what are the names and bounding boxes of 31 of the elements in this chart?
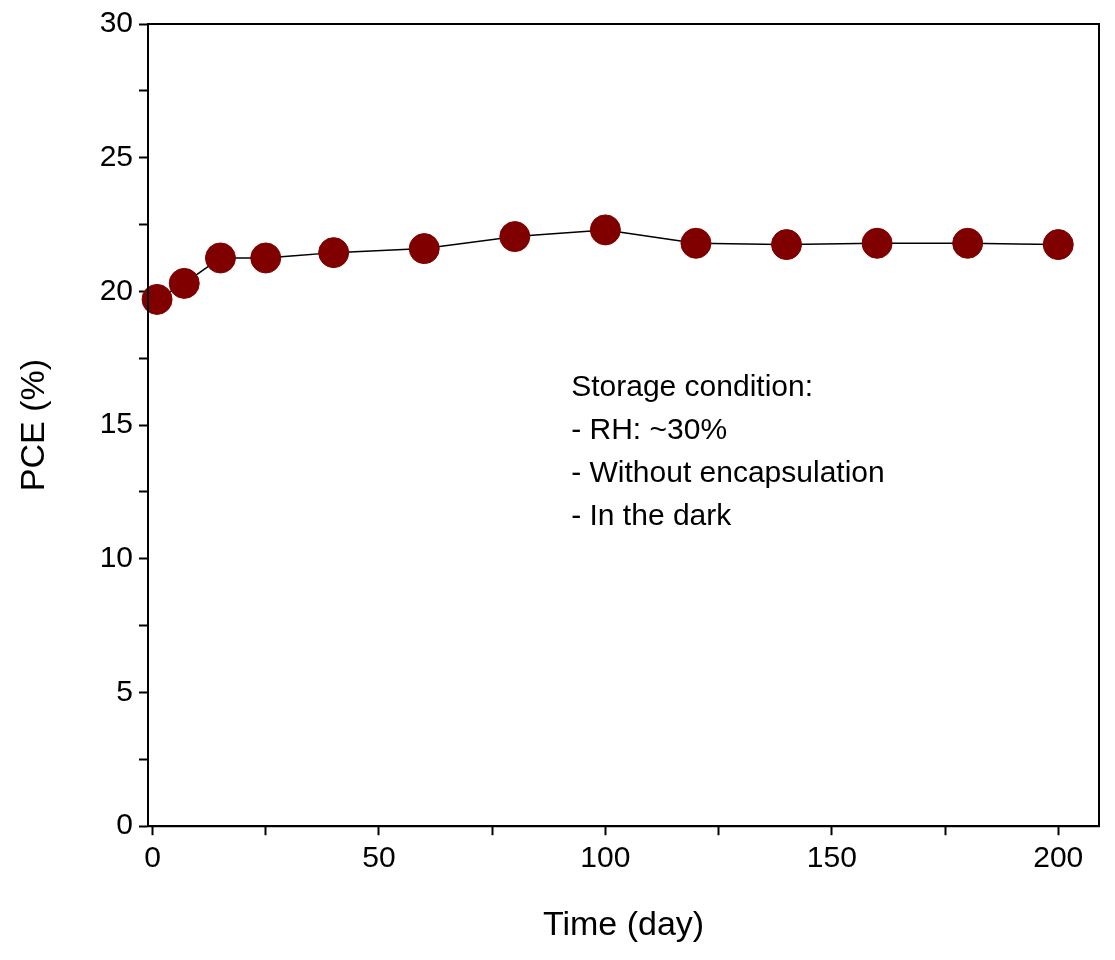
y-tick-label: 10: [99, 540, 133, 574]
point: [168, 267, 200, 299]
y-tick-label: 15: [99, 406, 133, 440]
point: [861, 227, 893, 259]
annotation: - RH: ~30%: [571, 412, 728, 446]
point: [141, 283, 173, 315]
annotation: - In the dark: [571, 498, 733, 532]
point: [1042, 229, 1074, 261]
point: [952, 227, 984, 259]
y-tick-label: 0: [116, 807, 133, 841]
annotation: - Without encapsulation: [571, 455, 885, 489]
x-tick-label: 100: [580, 840, 631, 874]
y-tick-label: 30: [99, 5, 133, 39]
y-tick-label: 5: [116, 673, 133, 707]
point: [204, 242, 236, 274]
point: [499, 221, 531, 253]
point: [589, 214, 621, 246]
point: [680, 227, 712, 259]
x-tick-label: 0: [144, 840, 161, 874]
annotation: Storage condition:: [571, 369, 814, 403]
x-tick-label: 200: [1033, 840, 1084, 874]
point: [771, 229, 803, 261]
y-tick-label: 25: [99, 138, 133, 172]
x-tick-label: 50: [362, 840, 396, 874]
point: [318, 237, 350, 269]
y-tick-label: 20: [99, 272, 133, 306]
y-axis-title: PCE (%): [12, 358, 51, 492]
point: [408, 233, 440, 265]
x-tick-label: 150: [806, 840, 857, 874]
x-axis-title: Time (day): [542, 903, 705, 942]
point: [250, 242, 282, 274]
